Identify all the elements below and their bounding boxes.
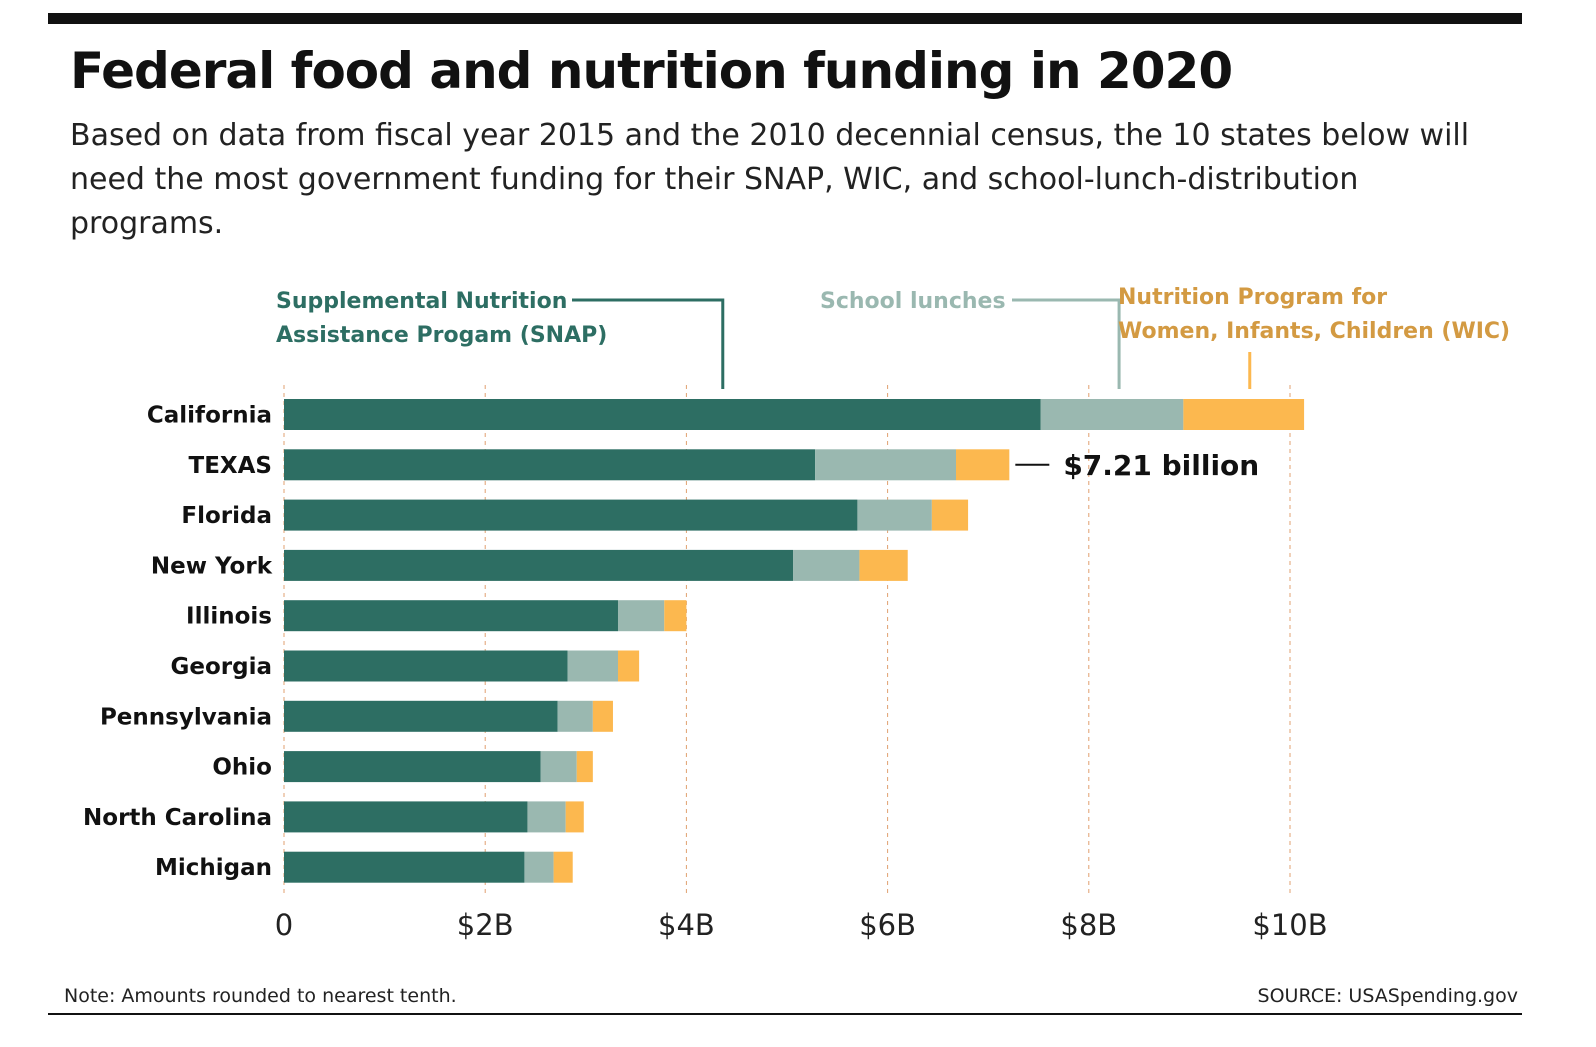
bar-segment bbox=[284, 399, 1041, 430]
bar-segment bbox=[284, 751, 541, 783]
category-label: Florida bbox=[181, 503, 272, 529]
bar-segment bbox=[557, 700, 593, 732]
category-label: Michigan bbox=[155, 855, 272, 881]
x-tick-label: $4B bbox=[658, 908, 715, 942]
legend-label-snap: Assistance Progam (SNAP) bbox=[276, 323, 607, 348]
category-label: Illinois bbox=[186, 604, 272, 630]
footnote: Note: Amounts rounded to nearest tenth. bbox=[64, 985, 457, 1007]
chart-subtitle: Based on data from fiscal year 2015 and … bbox=[70, 118, 1470, 241]
bar-segment bbox=[284, 499, 858, 531]
bar-segment bbox=[592, 700, 613, 732]
bar-segment bbox=[284, 549, 794, 581]
bar-segment bbox=[956, 449, 1010, 481]
bar-segment bbox=[617, 650, 640, 682]
x-tick-label: 0 bbox=[275, 908, 293, 942]
top-rule bbox=[48, 13, 1522, 24]
bar-segment bbox=[793, 549, 860, 581]
bar-segment bbox=[857, 499, 932, 531]
bar-segment bbox=[1040, 399, 1184, 430]
category-label: New York bbox=[151, 553, 273, 579]
x-tick-label: $8B bbox=[1060, 908, 1117, 942]
bar-segment bbox=[524, 851, 554, 883]
legend-leader-school-lunches bbox=[1012, 298, 1121, 389]
x-tick-label: $6B bbox=[859, 908, 916, 942]
bar-segment bbox=[284, 851, 525, 883]
bar-segment bbox=[284, 801, 528, 833]
legend-label-wic: Women, Infants, Children (WIC) bbox=[1118, 319, 1510, 344]
annotation-value: $7.21 billion bbox=[1063, 449, 1259, 482]
bar-segment bbox=[1183, 399, 1305, 430]
bar-segment bbox=[815, 449, 957, 481]
category-label: California bbox=[147, 403, 272, 429]
category-label: Pennsylvania bbox=[100, 704, 272, 730]
bar-segment bbox=[527, 801, 566, 833]
bar-segment bbox=[284, 650, 568, 682]
bar-segment bbox=[540, 751, 577, 783]
category-label: North Carolina bbox=[83, 805, 272, 831]
bar-segment bbox=[553, 851, 573, 883]
legend-label-wic: Nutrition Program for bbox=[1118, 285, 1387, 310]
bar-segment bbox=[931, 499, 969, 531]
category-label: TEXAS bbox=[189, 453, 273, 479]
legend-label-snap: Supplemental Nutrition bbox=[276, 289, 567, 314]
source-credit: SOURCE: USASpending.gov bbox=[1257, 985, 1518, 1007]
chart-title: Federal food and nutrition funding in 20… bbox=[70, 42, 1233, 100]
bar-segment bbox=[284, 449, 816, 481]
category-label: Georgia bbox=[171, 654, 273, 680]
legend-label-school-lunches: School lunches bbox=[820, 289, 1006, 314]
bar-segment bbox=[567, 650, 618, 682]
legend-leader-snap bbox=[572, 298, 725, 389]
bar-segment bbox=[284, 700, 558, 732]
bar-segment bbox=[576, 751, 593, 783]
x-tick-label: $2B bbox=[457, 908, 514, 942]
bar-segment bbox=[617, 600, 665, 632]
bar-segment bbox=[859, 549, 908, 581]
bar-segment bbox=[565, 801, 584, 833]
bar-segment bbox=[284, 600, 618, 632]
category-label: Ohio bbox=[212, 755, 272, 781]
bottom-rule bbox=[48, 1013, 1522, 1015]
bar-segment bbox=[664, 600, 687, 632]
x-tick-label: $10B bbox=[1252, 908, 1327, 942]
